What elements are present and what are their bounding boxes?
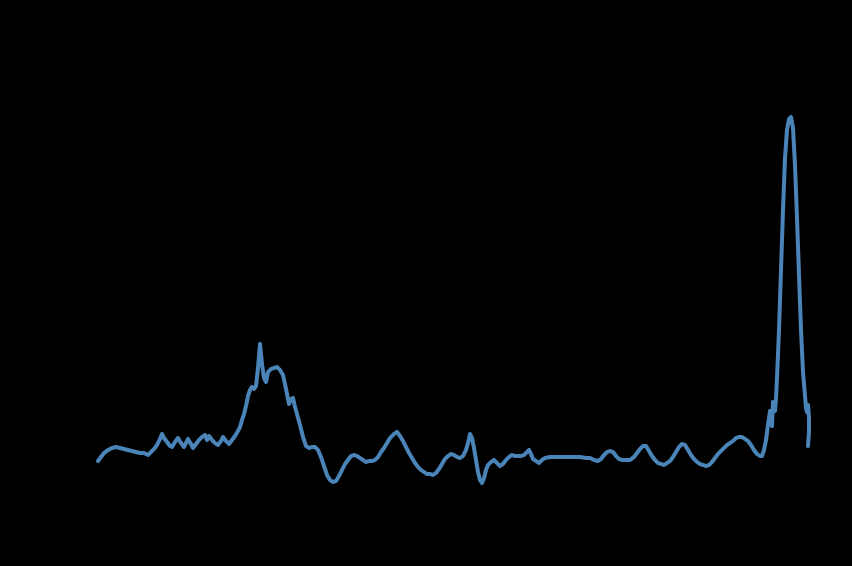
series-line [96,115,811,485]
